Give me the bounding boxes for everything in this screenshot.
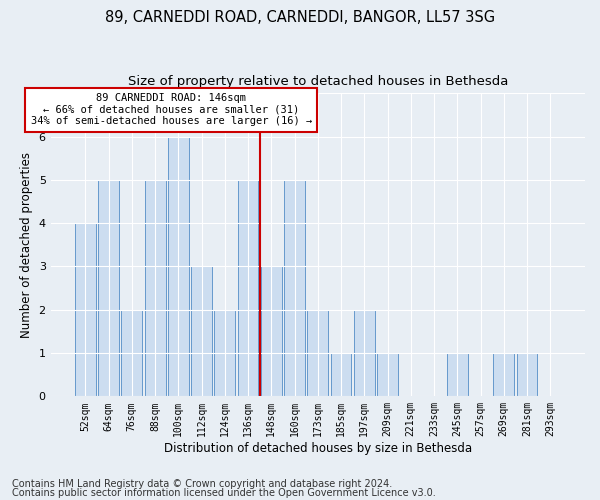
Y-axis label: Number of detached properties: Number of detached properties — [20, 152, 33, 338]
Bar — [284, 180, 305, 396]
Bar — [354, 310, 375, 396]
Bar — [447, 353, 468, 397]
Bar — [145, 180, 166, 396]
Text: Contains HM Land Registry data © Crown copyright and database right 2024.: Contains HM Land Registry data © Crown c… — [12, 479, 392, 489]
Bar — [168, 136, 189, 396]
Bar — [238, 180, 259, 396]
Bar — [517, 353, 538, 397]
Bar — [331, 353, 352, 397]
Bar — [214, 310, 235, 396]
Bar — [121, 310, 142, 396]
Bar — [307, 310, 328, 396]
Text: 89 CARNEDDI ROAD: 146sqm
← 66% of detached houses are smaller (31)
34% of semi-d: 89 CARNEDDI ROAD: 146sqm ← 66% of detach… — [31, 93, 312, 126]
Bar — [75, 223, 96, 396]
Bar — [191, 266, 212, 396]
Text: 89, CARNEDDI ROAD, CARNEDDI, BANGOR, LL57 3SG: 89, CARNEDDI ROAD, CARNEDDI, BANGOR, LL5… — [105, 10, 495, 25]
Bar — [377, 353, 398, 397]
X-axis label: Distribution of detached houses by size in Bethesda: Distribution of detached houses by size … — [164, 442, 472, 455]
Title: Size of property relative to detached houses in Bethesda: Size of property relative to detached ho… — [128, 75, 508, 88]
Bar — [261, 266, 282, 396]
Text: Contains public sector information licensed under the Open Government Licence v3: Contains public sector information licen… — [12, 488, 436, 498]
Bar — [493, 353, 514, 397]
Bar — [98, 180, 119, 396]
